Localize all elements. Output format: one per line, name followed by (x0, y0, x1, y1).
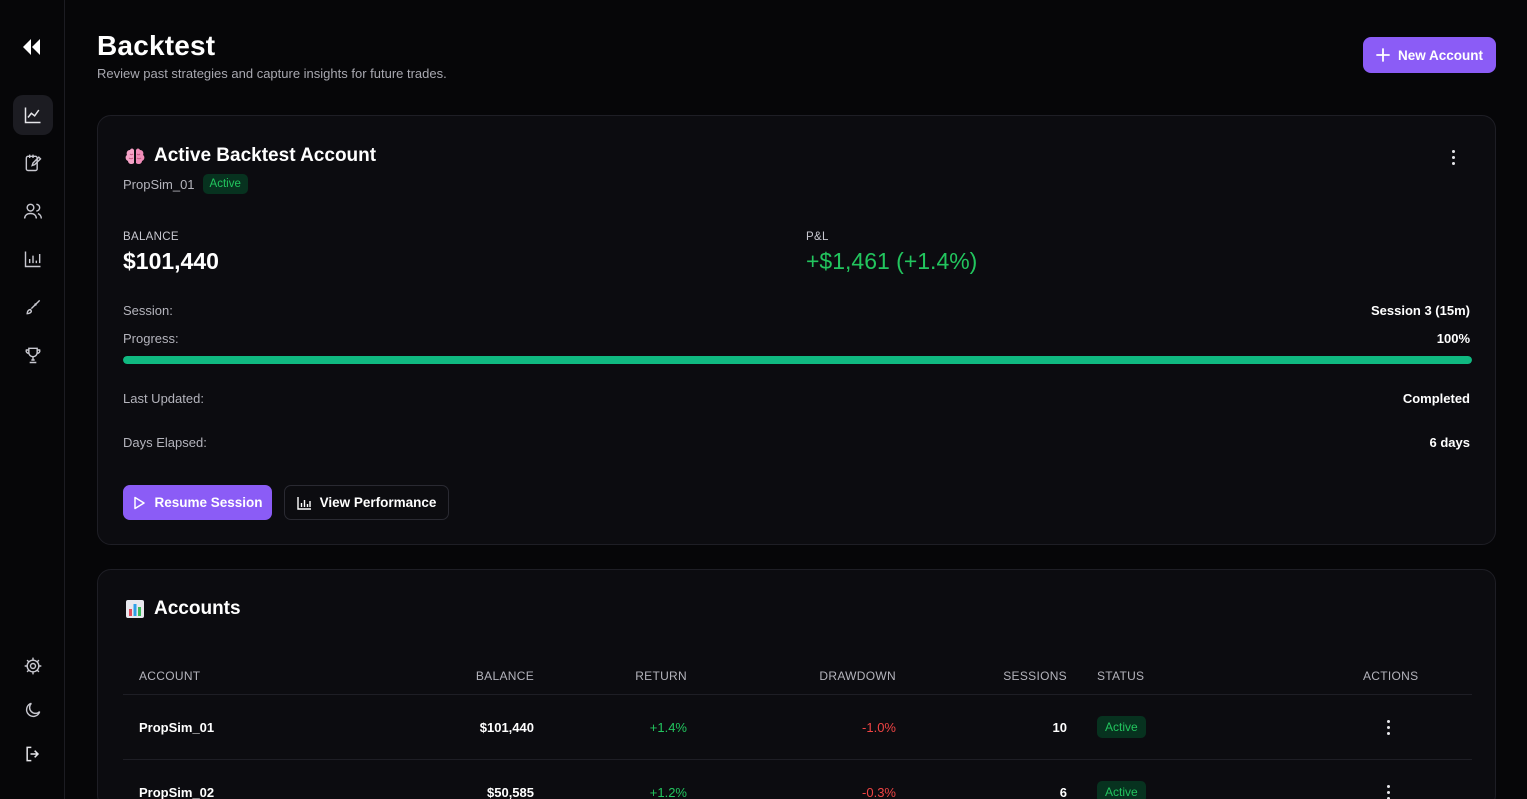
progress-bar-fill (123, 356, 1472, 364)
sidebar-item-dashboard[interactable] (13, 95, 53, 135)
last-updated-value: Completed (1402, 391, 1470, 406)
cell-drawdown: -0.3% (862, 785, 896, 799)
trophy-icon (25, 347, 41, 364)
collapse-sidebar-icon[interactable] (20, 36, 44, 58)
cell-status: Active (1097, 716, 1146, 738)
sidebar-item-analytics[interactable] (13, 239, 53, 279)
active-account-title: Active Backtest Account (124, 145, 376, 167)
sidebar-item-theme[interactable] (13, 690, 53, 730)
table-header: ACCOUNT BALANCE RETURN DRAWDOWN SESSIONS… (123, 660, 1472, 695)
balance-value: $101,440 (123, 248, 219, 274)
cell-balance: $101,440 (479, 720, 534, 735)
cell-status: Active (1097, 781, 1146, 799)
sidebar (0, 0, 65, 799)
account-name: PropSim_01 (123, 176, 195, 192)
sidebar-item-journal[interactable] (13, 143, 53, 183)
progress-value: 100% (1436, 331, 1470, 346)
new-account-label: New Account (1397, 47, 1483, 63)
moon-icon (25, 702, 41, 718)
progress-label: Progress: (123, 331, 179, 346)
column-header-return[interactable]: RETURN (635, 669, 687, 683)
status-badge: Active (1097, 716, 1146, 738)
logout-icon (26, 746, 40, 762)
sidebar-item-settings[interactable] (13, 646, 53, 686)
sidebar-item-logout[interactable] (13, 734, 53, 774)
sidebar-item-backtest[interactable] (13, 287, 53, 327)
sidebar-item-achievements[interactable] (13, 335, 53, 375)
pnl-value: +$1,461 (+1.4%) (806, 248, 978, 274)
page-subtitle: Review past strategies and capture insig… (97, 66, 447, 81)
days-elapsed-label: Days Elapsed: (123, 435, 207, 450)
row-actions-icon[interactable] (1385, 718, 1391, 736)
card-menu-icon[interactable] (1445, 148, 1461, 166)
active-account-row: PropSim_01 Active (123, 174, 248, 194)
session-value: Session 3 (15m) (1371, 303, 1470, 318)
new-account-button[interactable]: New Account (1363, 37, 1496, 73)
page-title: Backtest (97, 30, 216, 61)
view-performance-button[interactable]: View Performance (284, 485, 449, 520)
chart-emoji-icon (126, 600, 144, 618)
cell-balance: $50,585 (487, 785, 534, 799)
cell-return: +1.2% (649, 785, 687, 799)
brain-icon (125, 148, 145, 165)
sidebar-item-community[interactable] (13, 191, 53, 231)
accounts-table: ACCOUNT BALANCE RETURN DRAWDOWN SESSIONS… (123, 660, 1472, 799)
active-account-card: Active Backtest Account PropSim_01 Activ… (97, 115, 1496, 545)
cell-account: PropSim_02 (139, 785, 215, 799)
column-header-account[interactable]: ACCOUNT (139, 669, 201, 683)
resume-session-button[interactable]: Resume Session (123, 485, 272, 520)
column-header-status[interactable]: STATUS (1097, 669, 1145, 683)
cell-account: PropSim_01 (139, 720, 215, 735)
days-elapsed-value: 6 days (1429, 435, 1470, 450)
session-label: Session: (123, 303, 173, 318)
table-row[interactable]: PropSim_02 $50,585 +1.2% -0.3% 6 Active (123, 760, 1472, 799)
journal-icon (25, 154, 42, 172)
table-row[interactable]: PropSim_01 $101,440 +1.4% -1.0% 10 Activ… (123, 695, 1472, 760)
status-badge: Active (202, 174, 248, 194)
column-header-balance[interactable]: BALANCE (475, 669, 534, 683)
row-actions-icon[interactable] (1385, 783, 1391, 799)
resume-session-label: Resume Session (154, 495, 263, 510)
settings-icon (24, 657, 42, 675)
users-icon (23, 203, 43, 219)
column-header-sessions[interactable]: SESSIONS (1003, 669, 1067, 683)
balance-label: BALANCE (123, 231, 179, 243)
cell-sessions: 10 (1052, 720, 1067, 735)
status-badge: Active (1097, 781, 1146, 799)
accounts-title: Accounts (124, 598, 241, 620)
accounts-title-text: Accounts (154, 598, 241, 619)
last-updated-label: Last Updated: (123, 391, 204, 406)
column-header-drawdown[interactable]: DRAWDOWN (819, 669, 896, 683)
accounts-card: Accounts ACCOUNT BALANCE RETURN DRAWDOWN… (97, 569, 1496, 799)
bar-chart-icon (296, 496, 311, 510)
chart-line-icon (24, 107, 41, 124)
play-icon (134, 496, 146, 509)
cell-return: +1.4% (649, 720, 687, 735)
view-performance-label: View Performance (319, 495, 437, 510)
bar-chart-icon (24, 251, 41, 268)
column-header-actions: ACTIONS (1363, 669, 1419, 683)
card-title-text: Active Backtest Account (154, 145, 377, 166)
pnl-label: P&L (806, 231, 829, 243)
progress-bar (123, 356, 1472, 364)
plus-icon (1376, 48, 1390, 62)
brush-icon (26, 299, 41, 315)
cell-sessions: 6 (1059, 785, 1067, 799)
cell-drawdown: -1.0% (862, 720, 896, 735)
